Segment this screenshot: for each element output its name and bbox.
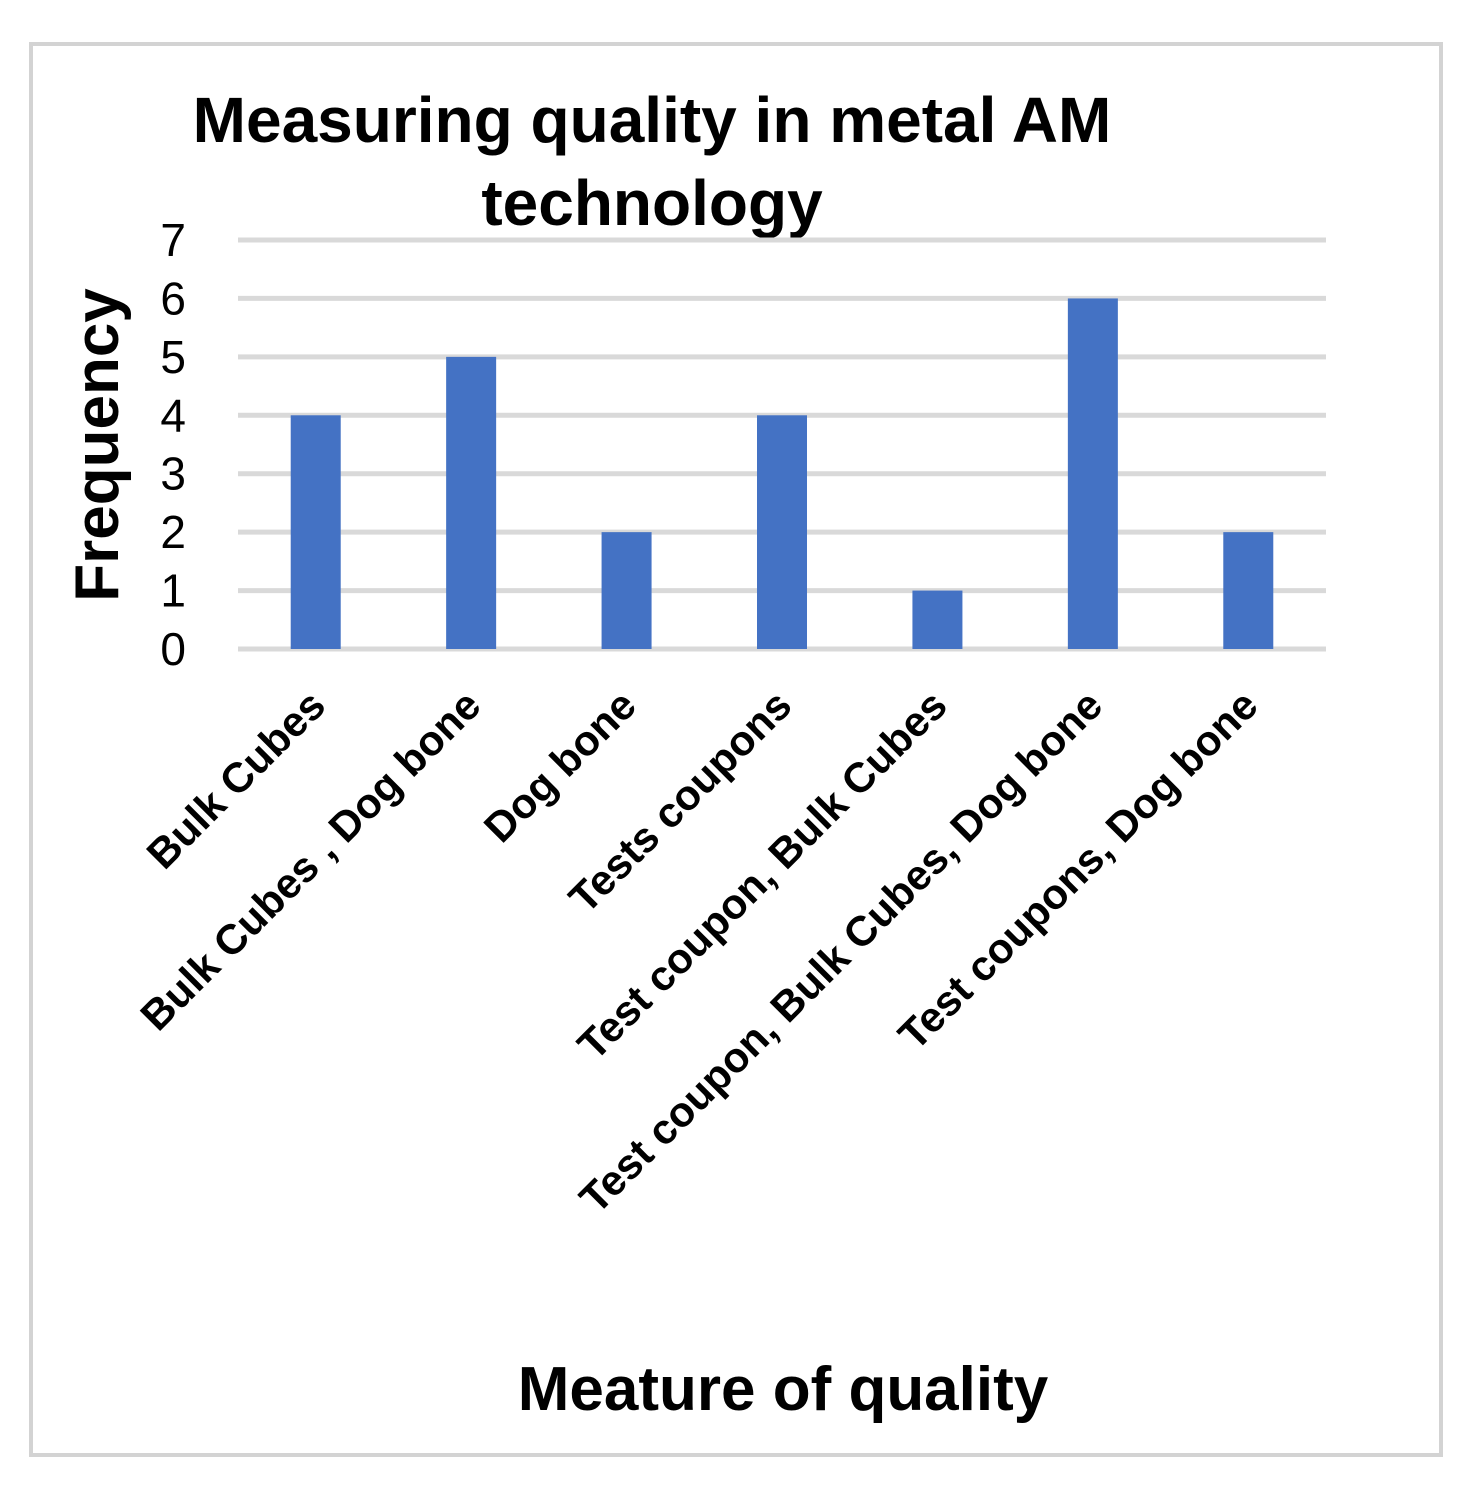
bar [601,532,652,649]
y-tick-label: 6 [160,272,186,324]
chart-title: Measuring quality in metal AM technology [193,84,1112,239]
bar [446,356,497,649]
y-tick-label: 3 [160,448,186,500]
y-tick-label: 1 [160,565,186,617]
y-tick-label: 5 [160,331,186,383]
bar [912,590,963,649]
x-tick-label: Dog bone [475,681,645,851]
y-tick-label: 2 [160,506,186,558]
y-tick-label: 4 [160,389,186,441]
y-axis-title: Frequency [63,288,132,602]
chart-title-line-1: Measuring quality in metal AM [193,84,1112,156]
bar [757,415,807,649]
y-tick-label: 7 [160,214,186,266]
y-axis-ticks: 0 1 2 3 4 5 6 7 [160,214,186,675]
x-axis-title: Meature of quality [518,1355,1049,1424]
bar [1067,298,1118,649]
bar [290,415,341,649]
chart-title-line-2: technology [481,167,823,239]
bars [290,298,1274,649]
bar [1223,532,1274,649]
chart-frame [29,42,1443,1457]
y-tick-label: 0 [160,623,186,675]
